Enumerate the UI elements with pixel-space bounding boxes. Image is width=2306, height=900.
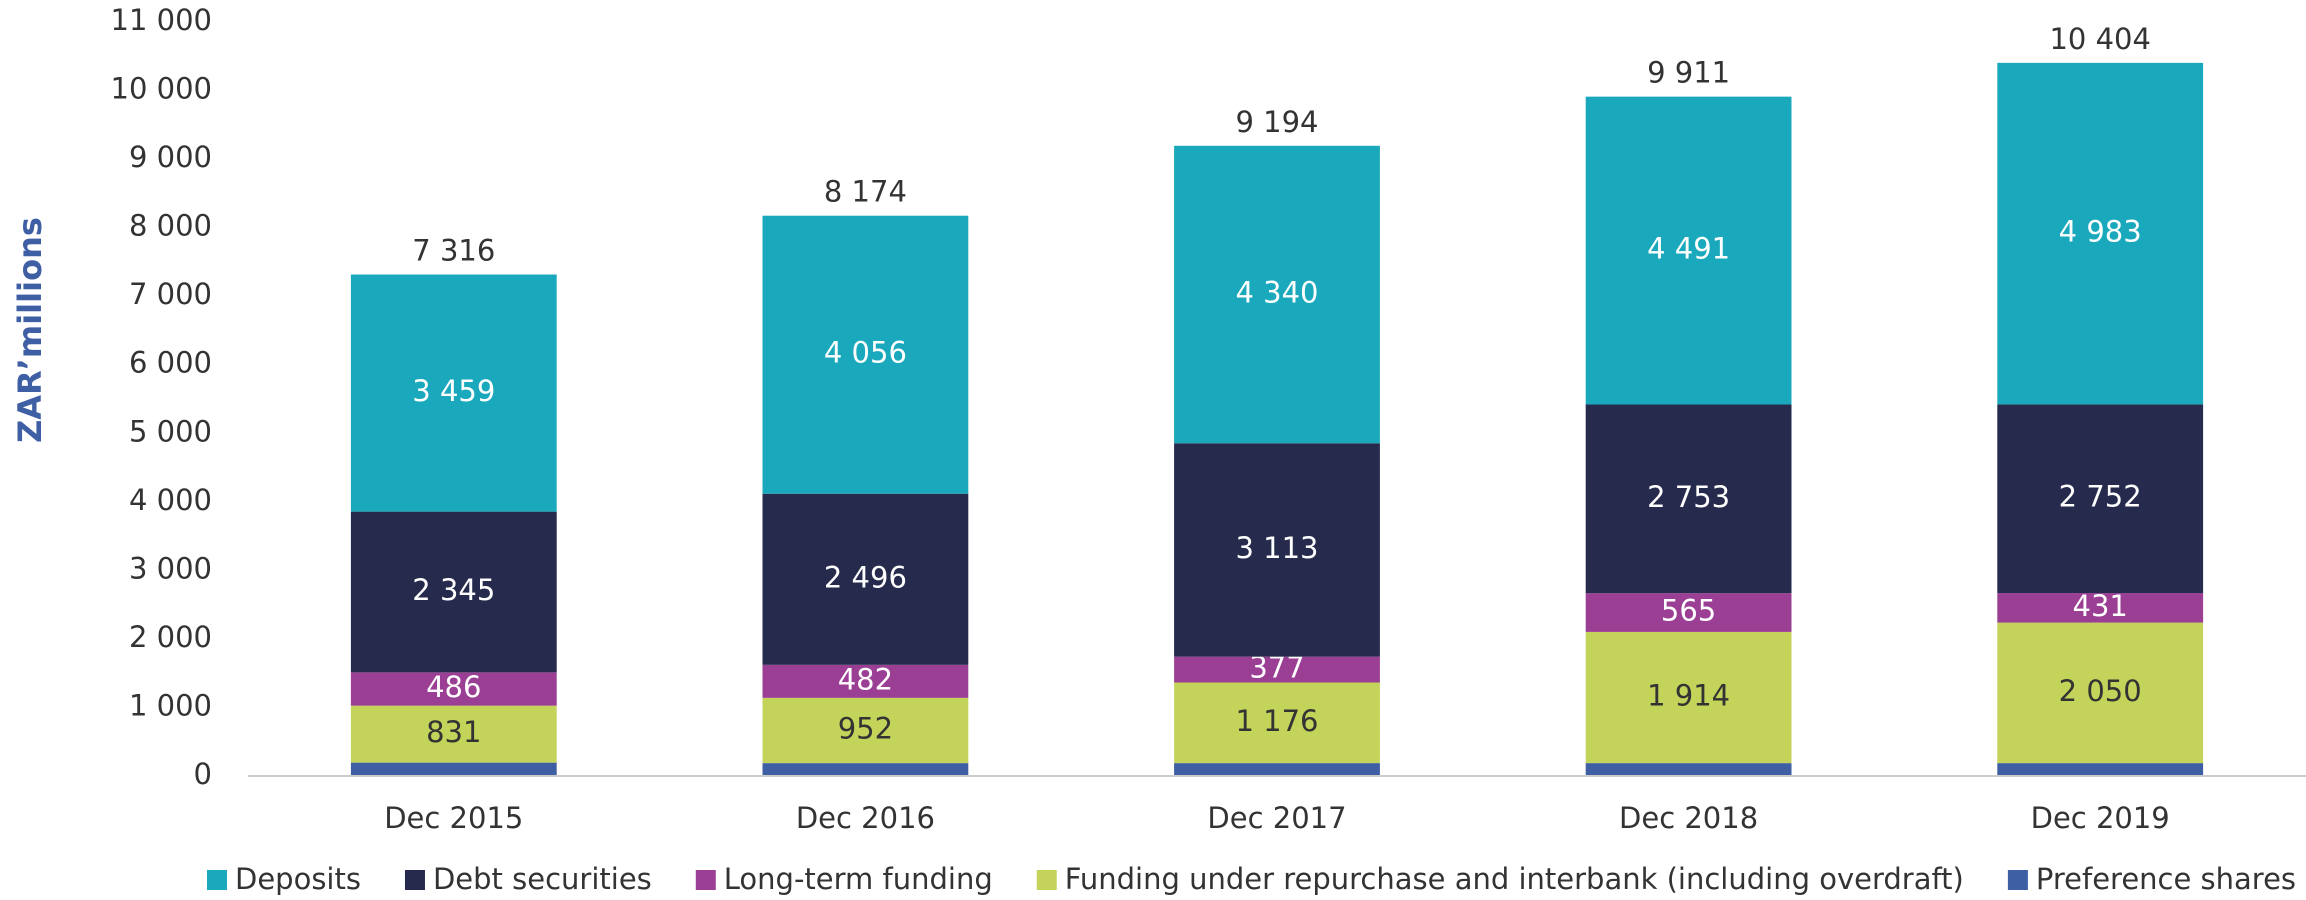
bar-segment bbox=[1585, 404, 1792, 594]
bar-segment bbox=[1997, 763, 2204, 776]
y-tick-label: 0 bbox=[194, 757, 212, 791]
data-label: 4 340 bbox=[1235, 276, 1318, 310]
bar-segment bbox=[350, 762, 557, 776]
bar-segment bbox=[762, 697, 969, 764]
data-label: 3 459 bbox=[412, 374, 495, 408]
y-tick-label: 9 000 bbox=[129, 140, 212, 174]
data-label: 3 113 bbox=[1235, 531, 1318, 565]
bar-segment bbox=[350, 274, 557, 512]
x-tick-label: Dec 2018 bbox=[1619, 801, 1758, 835]
y-tick-label: 11 000 bbox=[111, 3, 212, 37]
data-label: 482 bbox=[838, 662, 893, 696]
y-tick-label: 3 000 bbox=[129, 551, 212, 585]
bar-segment bbox=[762, 664, 969, 698]
bar-segment bbox=[1997, 62, 2204, 405]
data-label: 431 bbox=[2073, 589, 2128, 623]
total-label: 9 911 bbox=[1647, 56, 1730, 90]
data-label: 1 176 bbox=[1235, 704, 1318, 738]
data-label: 2 345 bbox=[412, 573, 495, 607]
data-label: 486 bbox=[426, 670, 481, 704]
y-tick-label: 10 000 bbox=[111, 72, 212, 106]
y-tick-label: 6 000 bbox=[129, 346, 212, 380]
y-tick-label: 1 000 bbox=[129, 688, 212, 722]
data-label: 4 056 bbox=[824, 336, 907, 370]
bar-segment bbox=[1174, 682, 1380, 764]
total-label: 8 174 bbox=[824, 175, 907, 209]
bar-segment bbox=[1585, 593, 1792, 632]
data-label: 4 491 bbox=[1647, 232, 1730, 266]
legend-swatch bbox=[207, 870, 227, 890]
data-label: 2 496 bbox=[824, 560, 907, 594]
legend-label: Long-term funding bbox=[724, 862, 993, 896]
y-tick-label: 2 000 bbox=[129, 620, 212, 654]
bar-segment bbox=[1585, 763, 1792, 776]
legend-label: Preference shares bbox=[2036, 862, 2296, 896]
bar-segment bbox=[1585, 631, 1792, 764]
bar-segment bbox=[1174, 145, 1380, 444]
y-tick-label: 5 000 bbox=[129, 414, 212, 448]
x-tick-label: Dec 2017 bbox=[1207, 801, 1346, 835]
legend-swatch bbox=[404, 870, 425, 890]
y-tick-label: 4 000 bbox=[129, 483, 212, 517]
data-label: 2 050 bbox=[2059, 674, 2142, 708]
total-label: 10 404 bbox=[2049, 22, 2150, 56]
data-label: 2 753 bbox=[1647, 480, 1730, 514]
legend-swatch bbox=[1036, 870, 1057, 890]
bar-segment bbox=[1174, 763, 1380, 776]
data-label: 4 983 bbox=[2059, 215, 2142, 249]
bar-segment bbox=[350, 705, 557, 763]
data-label: 2 752 bbox=[2059, 480, 2142, 514]
x-tick-label: Dec 2016 bbox=[796, 801, 935, 835]
bar-segment bbox=[1174, 443, 1380, 657]
bar-segment bbox=[350, 672, 557, 706]
data-label: 1 914 bbox=[1647, 679, 1730, 713]
y-tick-label: 8 000 bbox=[129, 209, 212, 243]
data-label: 831 bbox=[426, 715, 481, 749]
y-tick-label: 7 000 bbox=[129, 277, 212, 311]
x-tick-label: Dec 2015 bbox=[384, 801, 523, 835]
bar-segment bbox=[1174, 656, 1380, 683]
data-label: 952 bbox=[838, 711, 893, 745]
bar-segment bbox=[762, 215, 969, 494]
legend-label: Debt securities bbox=[433, 862, 652, 896]
bar-segment bbox=[1997, 622, 2204, 764]
legend-label: Funding under repurchase and interbank (… bbox=[1065, 862, 1964, 896]
legend-swatch bbox=[695, 870, 716, 890]
bar-segment bbox=[762, 763, 969, 776]
bar-segment bbox=[1585, 96, 1792, 405]
y-axis-label: ZAR’millions bbox=[11, 217, 49, 443]
bar-segment bbox=[350, 511, 557, 673]
bar-segment bbox=[1997, 593, 2204, 623]
legend-label: Deposits bbox=[235, 862, 361, 896]
data-label: 565 bbox=[1661, 594, 1716, 628]
total-label: 9 194 bbox=[1235, 105, 1318, 139]
legend-swatch bbox=[2007, 870, 2028, 890]
bar-segment bbox=[1997, 404, 2204, 594]
x-tick-label: Dec 2019 bbox=[2031, 801, 2170, 835]
bar-segment bbox=[762, 493, 969, 665]
total-label: 7 316 bbox=[412, 234, 495, 268]
